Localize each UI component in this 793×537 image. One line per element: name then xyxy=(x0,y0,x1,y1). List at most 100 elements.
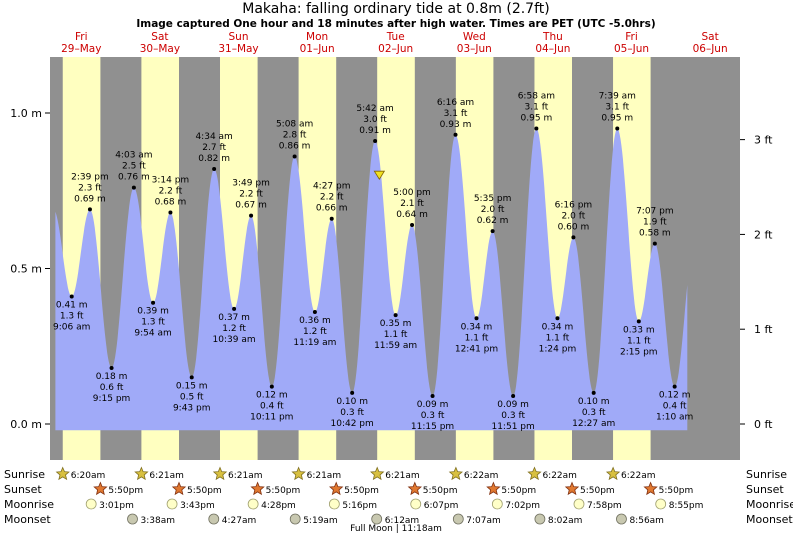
astro-row-label-right: Moonset xyxy=(746,513,793,526)
high-tide-label: 0.91 m xyxy=(359,126,391,136)
high-tide-label: 0.86 m xyxy=(279,142,311,152)
low-tide-label: 1.3 ft xyxy=(60,311,84,321)
high-tide-label: 2.0 ft xyxy=(562,211,586,221)
day-label-date: 30–May xyxy=(140,43,180,55)
astro-time-label: 6:20am xyxy=(71,471,106,481)
day-label-dow: Wed xyxy=(463,31,486,43)
sunset-icon xyxy=(486,481,501,496)
high-tide-label: 0.58 m xyxy=(639,229,671,239)
day-label-date: 03–Jun xyxy=(457,43,492,55)
astro-time-label: 4:28pm xyxy=(261,501,296,511)
high-tide-label: 4:34 am xyxy=(195,132,232,142)
low-tide-label: 1.1 ft xyxy=(465,333,489,343)
low-tide-label: 10:39 am xyxy=(213,335,256,345)
day-label-date: 29–May xyxy=(61,43,101,55)
high-tide-label: 2.7 ft xyxy=(202,143,226,153)
high-tide-point xyxy=(534,126,539,131)
astro-row-label-right: Sunrise xyxy=(746,468,787,481)
astro-row-label-right: Moonrise xyxy=(746,498,793,511)
low-tide-label: 12:41 pm xyxy=(455,344,498,354)
high-tide-label: 3.1 ft xyxy=(605,103,629,113)
low-tide-point xyxy=(430,394,435,399)
astro-time-label: 5:19am xyxy=(303,516,338,526)
astro-time-label: 5:50pm xyxy=(423,486,458,496)
moonset-icon xyxy=(616,513,627,525)
sunset-icon xyxy=(407,481,422,496)
high-tide-label: 0.76 m xyxy=(118,173,150,183)
sunset-icon xyxy=(250,481,265,496)
high-tide-label: 5:00 pm xyxy=(393,188,431,198)
astro-time-label: 5:16pm xyxy=(342,501,377,511)
astro-rows: Sunrise Sunrise Sunset Sunset Moonrise Moonri… xyxy=(4,466,793,526)
day-label-dow: Thu xyxy=(542,31,563,43)
astro-time-label: 5:50pm xyxy=(344,486,379,496)
low-tide-label: 9:06 am xyxy=(53,322,90,332)
low-tide-label: 1:24 pm xyxy=(539,344,577,354)
high-tide-label: 0.93 m xyxy=(440,120,472,130)
astro-time-label: 3:38am xyxy=(140,516,175,526)
astro-time-label: 6:21am xyxy=(307,471,342,481)
moonrise-icon xyxy=(410,498,422,510)
low-tide-label: 11:19 am xyxy=(293,338,336,348)
low-tide-label: 0.3 ft xyxy=(421,411,445,421)
sunrise-icon xyxy=(370,466,385,481)
low-tide-label: 0.3 ft xyxy=(501,411,525,421)
astro-time-label: 7:07am xyxy=(466,516,501,526)
high-tide-label: 2.2 ft xyxy=(239,190,263,200)
low-tide-label: 0.15 m xyxy=(176,381,208,391)
astro-time-label: 6:12am xyxy=(385,516,420,526)
sunset-icon xyxy=(564,481,580,496)
astro-row-label-right: Sunset xyxy=(746,483,784,496)
low-tide-point xyxy=(189,375,194,380)
low-tide-label: 10:42 pm xyxy=(331,419,374,429)
day-labels: Fri29–MaySat30–MaySun31–MayMon01–JunTue0… xyxy=(61,31,727,55)
moonset-icon xyxy=(127,513,138,525)
low-tide-label: 0.6 ft xyxy=(100,383,124,393)
low-tide-label: 0.4 ft xyxy=(260,402,284,412)
y-tick-label: 1 ft xyxy=(754,323,773,336)
sunrise-icon xyxy=(134,466,149,481)
low-tide-label: 1.2 ft xyxy=(303,327,327,337)
chart-title: Makaha: falling ordinary tide at 0.8m (2… xyxy=(242,1,549,17)
moonrise-icon xyxy=(85,498,97,510)
high-tide-point xyxy=(453,132,458,137)
low-tide-label: 1.1 ft xyxy=(384,330,408,340)
low-tide-label: 1.2 ft xyxy=(222,324,246,334)
low-tide-label: 0.33 m xyxy=(623,325,655,335)
moonset-icon xyxy=(452,513,464,525)
astro-time-label: 6:22am xyxy=(464,471,499,481)
astro-time-label: 8:55pm xyxy=(669,501,704,511)
high-tide-label: 0.69 m xyxy=(74,194,106,204)
y-tick-label: 0 ft xyxy=(754,418,773,431)
sunset-icon xyxy=(93,481,108,496)
astro-time-label: 3:01pm xyxy=(99,501,134,511)
high-tide-label: 0.95 m xyxy=(521,114,553,124)
high-tide-label: 2.2 ft xyxy=(320,193,344,203)
high-tide-label: 5:08 am xyxy=(276,120,313,130)
astro-time-label: 8:02am xyxy=(548,516,583,526)
low-tide-label: 0.37 m xyxy=(218,313,250,323)
astro-time-label: 6:21am xyxy=(228,471,263,481)
astro-row-label-left: Sunrise xyxy=(4,468,45,481)
high-tide-label: 7:39 am xyxy=(599,92,636,102)
astro-row-label-left: Sunset xyxy=(4,483,42,496)
high-tide-label: 2:39 pm xyxy=(71,172,109,182)
high-tide-label: 6:58 am xyxy=(518,92,555,102)
current-tide-marker xyxy=(373,170,386,180)
high-tide-point xyxy=(615,126,620,131)
astro-row-label-left: Moonset xyxy=(4,513,51,526)
low-tide-point xyxy=(109,366,114,371)
astro-time-label: 4:27am xyxy=(222,516,257,526)
day-label-dow: Tue xyxy=(386,31,405,43)
day-label-date: 31–May xyxy=(218,43,258,55)
low-tide-label: 2:15 pm xyxy=(620,347,658,357)
high-tide-label: 0.67 m xyxy=(235,201,267,211)
high-tide-label: 3.0 ft xyxy=(363,115,387,125)
day-label-dow: Sat xyxy=(701,31,718,43)
low-tide-label: 1.1 ft xyxy=(546,333,570,343)
low-tide-label: 12:27 am xyxy=(572,419,615,429)
high-tide-point xyxy=(652,241,657,246)
high-tide-label: 2.8 ft xyxy=(283,131,307,141)
high-tide-point xyxy=(168,210,173,215)
high-tide-point xyxy=(329,216,334,221)
